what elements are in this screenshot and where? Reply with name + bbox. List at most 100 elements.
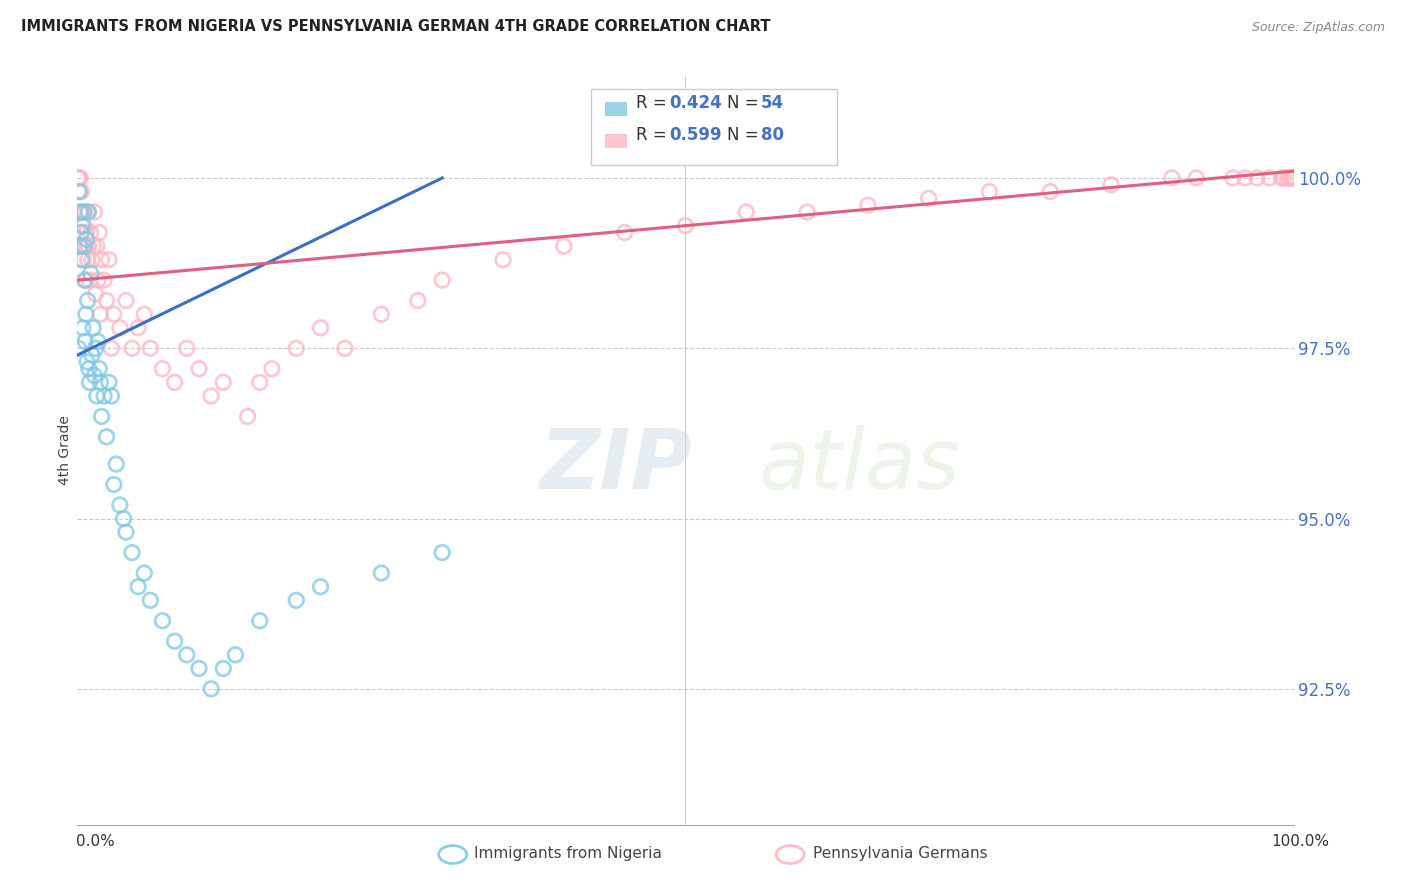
Point: [84, 341, 107, 355]
Point: [127, 321, 149, 335]
Point: [1246, 171, 1268, 186]
Point: [73, 219, 96, 233]
Point: [89, 361, 111, 376]
Text: Immigrants from Nigeria: Immigrants from Nigeria: [474, 847, 662, 861]
Point: [127, 580, 149, 594]
Point: [134, 307, 156, 321]
Point: [69, 171, 91, 186]
Point: [333, 341, 356, 355]
Point: [77, 205, 100, 219]
Text: 80: 80: [761, 126, 783, 144]
Point: [105, 457, 128, 471]
Text: 0.0%: 0.0%: [76, 834, 115, 848]
Text: R =: R =: [636, 126, 672, 144]
Point: [108, 498, 131, 512]
Point: [212, 661, 235, 675]
Point: [1279, 171, 1302, 186]
Point: [80, 266, 103, 280]
Text: ZIP: ZIP: [540, 425, 692, 506]
Point: [77, 205, 100, 219]
Point: [90, 252, 112, 267]
Text: 100.0%: 100.0%: [1271, 834, 1330, 848]
Point: [89, 376, 111, 390]
Y-axis label: 4th Grade: 4th Grade: [58, 416, 72, 485]
Point: [121, 546, 143, 560]
Point: [72, 252, 94, 267]
Point: [82, 239, 104, 253]
Point: [100, 389, 122, 403]
Point: [75, 232, 97, 246]
Text: N =: N =: [727, 126, 763, 144]
Point: [370, 307, 392, 321]
Point: [83, 205, 105, 219]
Point: [115, 525, 138, 540]
Point: [72, 205, 94, 219]
Point: [82, 321, 104, 335]
Point: [75, 273, 97, 287]
Point: [76, 239, 98, 253]
Point: [84, 286, 107, 301]
Point: [1258, 171, 1281, 186]
Point: [86, 239, 108, 253]
Point: [83, 368, 105, 383]
Point: [139, 593, 162, 607]
Point: [79, 273, 101, 287]
Point: [77, 239, 100, 253]
Text: Pennsylvania Germans: Pennsylvania Germans: [813, 847, 987, 861]
Point: [1233, 171, 1256, 186]
Point: [75, 307, 97, 321]
Point: [67, 185, 90, 199]
Point: [260, 361, 283, 376]
Point: [67, 341, 90, 355]
Point: [70, 226, 93, 240]
Point: [87, 273, 110, 287]
Point: [73, 239, 96, 253]
Point: [163, 376, 186, 390]
Point: [796, 205, 818, 219]
Point: [75, 226, 97, 240]
Point: [212, 376, 235, 390]
Text: 54: 54: [761, 94, 783, 112]
Point: [163, 634, 186, 648]
Point: [309, 580, 332, 594]
Point: [97, 376, 120, 390]
Point: [309, 321, 332, 335]
Point: [96, 430, 118, 444]
Point: [97, 252, 120, 267]
Point: [1270, 171, 1292, 186]
Point: [115, 293, 138, 308]
Point: [80, 226, 103, 240]
Point: [1222, 171, 1244, 186]
Point: [430, 273, 453, 287]
Point: [675, 219, 697, 233]
Point: [93, 389, 115, 403]
Point: [76, 293, 98, 308]
Point: [66, 171, 89, 186]
Point: [285, 341, 308, 355]
Point: [613, 226, 636, 240]
Point: [1281, 171, 1303, 186]
Point: [72, 321, 94, 335]
Point: [188, 361, 211, 376]
Point: [93, 273, 115, 287]
Point: [249, 614, 271, 628]
Point: [67, 185, 90, 199]
Point: [70, 226, 93, 240]
Point: [1272, 171, 1295, 186]
Point: [553, 239, 575, 253]
Point: [89, 307, 111, 321]
Point: [370, 566, 392, 580]
Point: [285, 593, 308, 607]
Point: [108, 321, 131, 335]
Point: [96, 293, 118, 308]
Point: [79, 376, 101, 390]
Point: [80, 348, 103, 362]
Text: Source: ZipAtlas.com: Source: ZipAtlas.com: [1251, 21, 1385, 34]
Point: [1277, 171, 1299, 186]
Point: [100, 341, 122, 355]
Point: [236, 409, 259, 424]
Point: [1278, 171, 1301, 186]
Point: [75, 334, 97, 349]
Point: [76, 355, 98, 369]
Point: [152, 361, 174, 376]
